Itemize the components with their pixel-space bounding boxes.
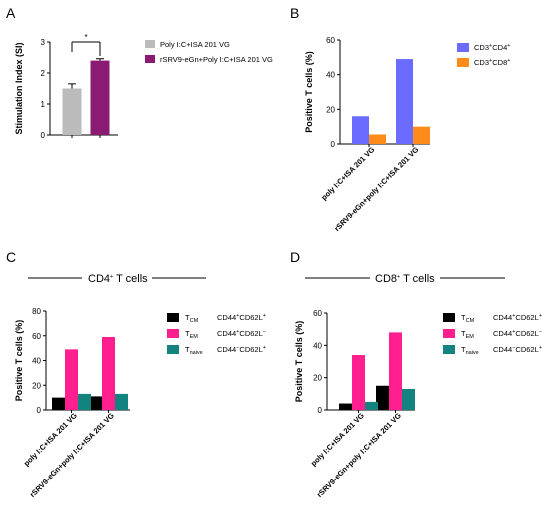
bar (52, 397, 65, 410)
legend-label: rSRV9-eGn+Poly I:C+ISA 201 VG (160, 55, 273, 64)
legend-swatch (167, 329, 179, 338)
bar (90, 60, 110, 135)
y-tick-label: 60 (32, 332, 41, 341)
legend-marker: CD44+CD62L− (493, 329, 542, 338)
section-title-cd8: CD8+ T cells (305, 273, 505, 285)
panel-letter-a: A (6, 5, 16, 21)
y-tick-label: 80 (32, 307, 41, 316)
y-axis-label: Stimulation Index (SI) (14, 42, 24, 134)
bar (402, 388, 415, 410)
svg-text:CD4+ T cells: CD4+ T cells (88, 273, 148, 285)
y-tick-label: 0 (331, 140, 336, 149)
bar (352, 116, 369, 144)
legend-swatch (457, 43, 469, 52)
category-label: rSRV9-eGn+poly I:C+ISA 201 VG (332, 145, 420, 233)
bar (352, 355, 365, 410)
panel-letter-d: D (290, 249, 300, 265)
legend-swatch (457, 58, 469, 67)
y-tick-label: 3 (41, 38, 46, 47)
legend-swatch (167, 345, 179, 354)
legend-marker: CD44−CD62L+ (217, 345, 266, 354)
bar (65, 349, 78, 410)
legend-label: TCM (461, 313, 475, 324)
legend-label: Tnaive (461, 345, 479, 356)
bar (89, 396, 102, 410)
legend-label: TEM (185, 329, 198, 340)
bar (389, 332, 402, 410)
bar (339, 403, 352, 410)
chart-panel-a: 0 1 2 3 Stimulation Index (SI) * Poly I:C+ISA … (14, 33, 273, 140)
y-tick-label: 20 (326, 105, 335, 114)
y-tick-label: 60 (326, 36, 335, 45)
y-tick-label: 20 (32, 381, 41, 390)
significance-marker: * (84, 33, 87, 42)
panel-letter-b: B (290, 5, 299, 21)
y-tick-label: 1 (41, 100, 46, 109)
legend-label: TCM (185, 313, 199, 324)
legend-label: CD3+CD4+ (474, 43, 510, 52)
legend-swatch (167, 313, 179, 322)
y-tick-label: 2 (41, 69, 46, 78)
bar (102, 336, 115, 410)
section-title-cd4: CD4+ T cells (28, 273, 206, 285)
legend-marker: CD44+CD62L+ (217, 313, 266, 322)
legend-marker: CD44+CD62L− (217, 329, 266, 338)
y-tick-label: 0 (41, 131, 46, 140)
legend-swatch (145, 40, 155, 48)
y-axis-label: Positive T cells (%) (304, 51, 314, 133)
y-tick-label: 0 (37, 406, 42, 415)
legend-swatch (145, 55, 155, 63)
legend-marker: CD44+CD62L+ (493, 313, 542, 322)
legend-swatch (443, 345, 455, 354)
y-axis-label: Positive T cells (%) (14, 320, 24, 402)
bar (78, 393, 91, 410)
y-tick-label: 20 (313, 374, 322, 383)
y-tick-label: 60 (313, 309, 322, 318)
bar (369, 134, 386, 144)
y-axis-label: Positive T cells (%) (294, 321, 304, 403)
legend-label: TEM (461, 329, 474, 340)
legend-swatch (443, 313, 455, 322)
bar (413, 126, 430, 144)
legend-marker: CD44−CD62L+ (493, 345, 542, 354)
legend-label: CD3+CD8+ (474, 58, 510, 67)
y-tick-label: 40 (326, 71, 335, 80)
panel-letter-c: C (6, 249, 16, 265)
legend-label: Poly I:C+ISA 201 VG (160, 40, 230, 49)
legend-label: Tnaive (185, 345, 203, 356)
y-tick-label: 40 (32, 357, 41, 366)
bar (115, 393, 128, 410)
bar (376, 385, 389, 410)
svg-text:CD8+ T cells: CD8+ T cells (375, 273, 435, 285)
bar (62, 88, 82, 135)
y-tick-label: 0 (318, 406, 323, 415)
y-tick-label: 40 (313, 341, 322, 350)
legend-swatch (443, 329, 455, 338)
bar (365, 401, 378, 410)
bar (396, 59, 413, 144)
